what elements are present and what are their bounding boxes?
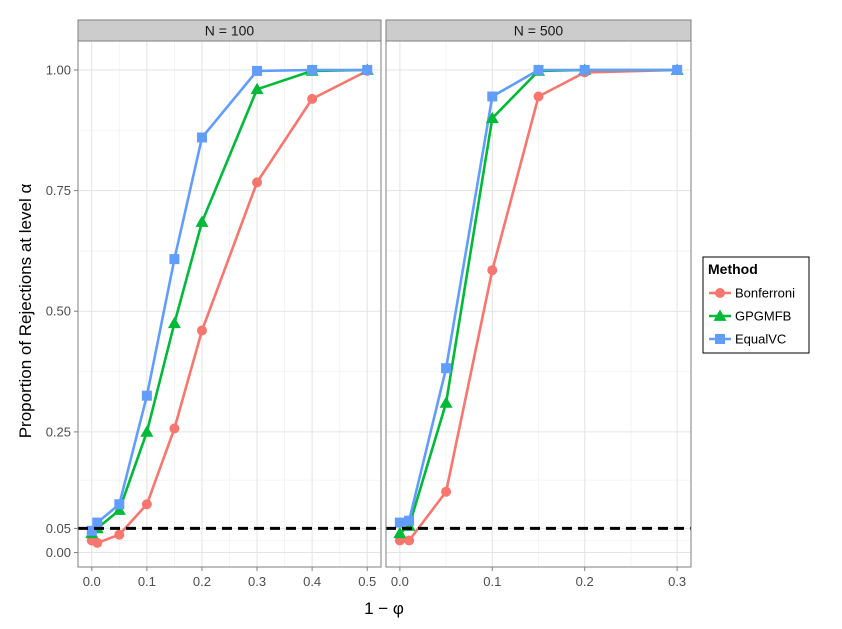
facet-strip-label: N = 500 [514,23,564,39]
data-point-equalvc [579,64,590,75]
data-point-gpgmfb [439,396,453,408]
x-tick-label: 0.0 [83,574,101,589]
data-point-bonferroni [252,177,263,188]
data-point-gpgmfb [167,316,181,329]
y-axis-title: Proportion of Rejections at level α [16,184,35,439]
data-point-equalvc [141,390,152,401]
y-axis: 0.00 0.05 0.25 0.50 0.75 1.00 [46,62,78,560]
data-point-gpgmfb [250,82,264,95]
data-point-equalvc [196,132,207,143]
data-point-bonferroni [141,499,152,510]
y-tick-label: 0.05 [46,521,71,536]
panel-2: N = 500 0.0 0.1 0.2 0.3 [385,19,692,589]
legend-entry-label: Bonferroni [735,286,795,301]
data-point-equalvc [362,64,373,75]
data-point-gpgmfb [195,215,209,227]
data-point-bonferroni [169,423,180,434]
x-tick-label: 0.2 [193,574,211,589]
x-tick-label: 0.1 [138,574,156,589]
legend-key-marker [715,288,725,298]
legend: Method Bonferroni GPGMFB EqualVC [702,256,810,354]
data-point-bonferroni [196,325,207,336]
legend-key-marker [713,309,727,321]
x-tick-label: 0.5 [358,574,376,589]
y-tick-label: 0.25 [46,424,71,439]
data-point-equalvc [169,254,180,265]
data-point-equalvc [114,499,125,510]
legend-key-marker [715,334,725,344]
panel-1: N = 100 0.0 0.1 0.2 0.3 0.4 0.5 [77,19,382,589]
data-point-equalvc [533,64,544,75]
facet-strip-label: N = 100 [205,23,255,39]
data-point-bonferroni [114,529,125,540]
data-point-equalvc [404,515,415,526]
data-point-bonferroni [441,486,452,497]
y-tick-label: 1.00 [46,62,71,77]
data-point-bonferroni [307,93,318,104]
data-point-gpgmfb [140,425,154,437]
data-point-bonferroni [487,265,498,276]
legend-entry-label: GPGMFB [735,309,791,324]
y-tick-label: 0.00 [46,545,71,560]
x-tick-label: 0.0 [391,574,409,589]
facet-strip [77,19,382,42]
legend-entry-label: EqualVC [735,332,786,347]
data-point-equalvc [394,517,405,528]
data-point-bonferroni [92,537,103,548]
y-tick-label: 0.50 [46,304,71,319]
data-point-equalvc [92,517,103,528]
data-point-bonferroni [404,535,415,546]
x-tick-label: 0.3 [248,574,266,589]
x-tick-label: 0.2 [576,574,594,589]
x-tick-label: 0.4 [303,574,321,589]
data-point-gpgmfb [393,526,407,539]
data-point-gpgmfb [485,111,499,124]
data-point-equalvc [672,64,683,75]
data-point-equalvc [441,363,452,374]
x-axis-title: 1 − φ [364,599,404,618]
facet-panels: N = 100 0.0 0.1 0.2 0.3 0.4 0.5 N = 500 0.0 0.1 0.… [77,19,692,589]
facet-strip [385,19,692,42]
y-tick-label: 0.75 [46,183,71,198]
data-point-equalvc [487,91,498,102]
x-tick-label: 0.3 [668,574,686,589]
data-point-equalvc [307,64,318,75]
x-tick-label: 0.1 [483,574,501,589]
data-point-equalvc [252,65,263,76]
legend-title: Method [708,261,758,277]
data-point-equalvc [86,525,97,536]
data-point-bonferroni [533,91,544,102]
